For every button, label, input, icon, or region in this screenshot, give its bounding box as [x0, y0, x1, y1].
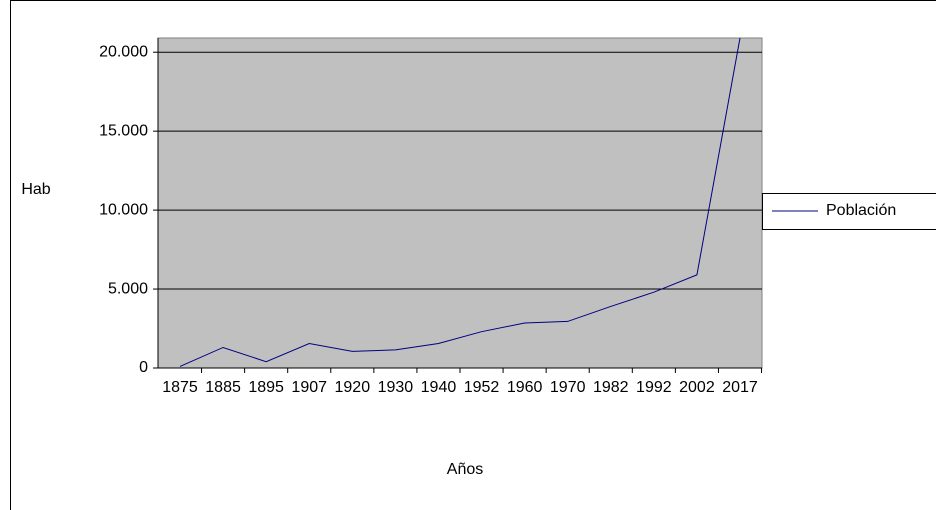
x-tick-label: 1952: [464, 379, 500, 396]
x-tick-label: 1907: [291, 379, 327, 396]
y-tick-label: 5.000: [108, 280, 148, 297]
x-tick-label: 1885: [205, 379, 241, 396]
x-tick-label: 1970: [550, 379, 586, 396]
legend-label: Población: [826, 202, 896, 219]
y-tick-label: 20.000: [99, 43, 148, 60]
x-tick-label: 2017: [722, 379, 758, 396]
data-line: [179, 37, 741, 367]
x-tick-label: 1982: [593, 379, 629, 396]
x-tick-label: 1930: [378, 379, 414, 396]
x-tick-label: 1960: [507, 379, 543, 396]
x-tick-label: 1940: [421, 379, 457, 396]
y-axis-label: Hab: [21, 181, 50, 198]
x-tick-label: 1895: [248, 379, 284, 396]
plot-area: [157, 37, 763, 369]
y-tick-label: 10.000: [99, 201, 148, 218]
y-tick-label: 0: [139, 359, 148, 376]
x-axis-label: Años: [447, 461, 483, 478]
y-tick-label: 15.000: [99, 122, 148, 139]
x-tick-label: 2002: [679, 379, 715, 396]
x-tick-label: 1920: [335, 379, 371, 396]
x-tick-label: 1992: [636, 379, 672, 396]
x-tick-label: 1875: [162, 379, 198, 396]
